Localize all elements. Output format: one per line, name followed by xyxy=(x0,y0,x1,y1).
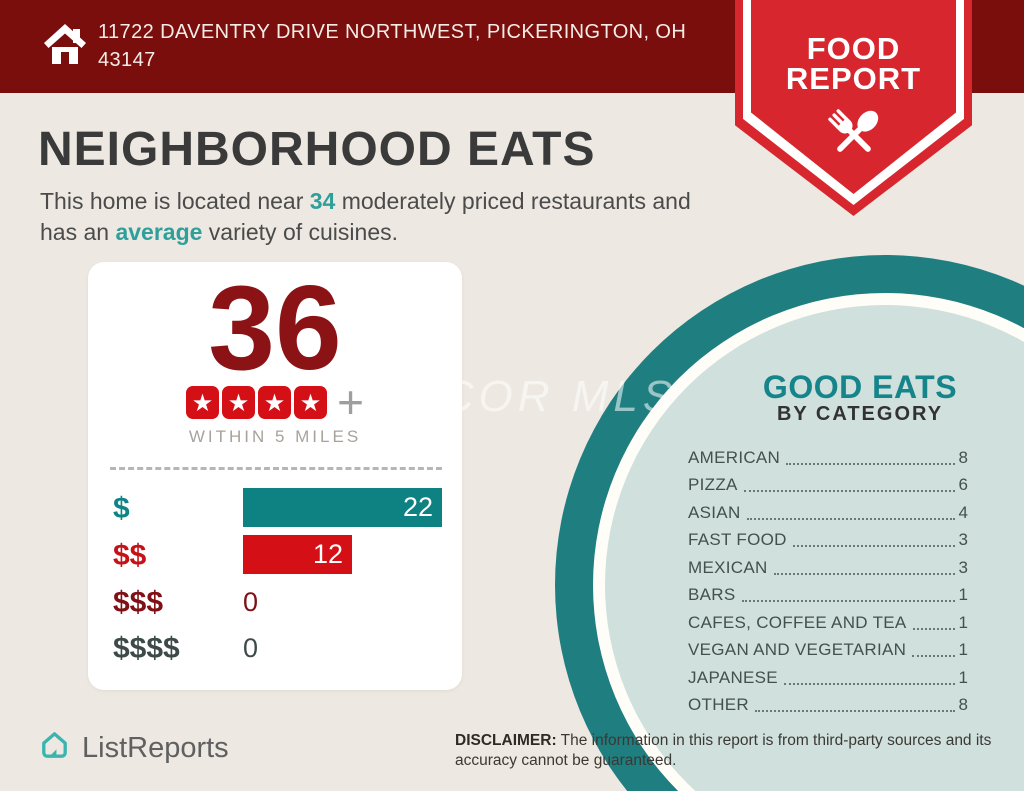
plus-icon: + xyxy=(337,376,364,428)
category-row: MEXICAN 3 xyxy=(688,550,968,578)
dot-leader xyxy=(786,462,955,465)
listreports-logo-icon xyxy=(36,727,73,769)
price-tier-label: $$ xyxy=(113,539,147,572)
category-label: BARS xyxy=(688,585,736,604)
category-count: 8 xyxy=(958,695,968,714)
disclaimer-line-2: accuracy cannot be guaranteed. xyxy=(455,752,677,769)
dot-leader xyxy=(792,545,955,547)
category-label: PIZZA xyxy=(688,475,738,494)
chart-row: $$$$ 0 xyxy=(113,628,446,670)
bar: 22 xyxy=(243,488,442,527)
food-report-badge: FOOD REPORT xyxy=(735,0,972,216)
dot-leader xyxy=(743,490,955,492)
category-row: BARS 1 xyxy=(688,578,968,606)
dot-leader xyxy=(912,627,955,630)
category-label: AMERICAN xyxy=(688,447,781,467)
subtitle-text: moderately priced restaurants and xyxy=(335,188,691,214)
page-subtitle: This home is located near 34 moderately … xyxy=(40,186,691,248)
restaurant-summary-card: 36 ★ ★ ★ ★ + WITHIN 5 MILES $22 $$ 12 $$$ 0 $$$$ 0 xyxy=(88,262,462,690)
good-eats-title: GOOD EATS xyxy=(762,369,958,405)
page-title: NEIGHBORHOOD EATS xyxy=(38,123,596,176)
category-label: JAPANESE xyxy=(688,667,778,687)
category-row: CAFES, COFFEE AND TEA 1 xyxy=(688,605,968,633)
price-tier-label: $ xyxy=(113,492,130,525)
category-label: VEGAN AND VEGETARIAN xyxy=(688,640,907,659)
category-row: AMERICAN 8 xyxy=(688,440,968,468)
brand-name: ListReports xyxy=(82,731,229,764)
spoon-fork-icon xyxy=(817,98,891,177)
category-label: OTHER xyxy=(688,695,749,714)
bar: 12 xyxy=(243,535,352,574)
restaurant-count: 36 xyxy=(208,261,342,395)
category-count: 1 xyxy=(958,667,968,687)
star-icon: ★ xyxy=(294,386,328,419)
category-row: ASIAN 4 xyxy=(688,495,968,523)
star-icon: ★ xyxy=(258,386,292,419)
address-line-1: 11722 DAVENTRY DRIVE NORTHWEST, PICKERIN… xyxy=(98,21,687,43)
chart-row: $$ 12 xyxy=(113,535,446,577)
dot-leader xyxy=(755,710,955,712)
category-count: 1 xyxy=(958,612,968,632)
home-icon xyxy=(40,19,90,74)
variety-rating-inline: average xyxy=(115,219,203,245)
chart-row: $22 xyxy=(113,488,446,530)
property-address: 11722 DAVENTRY DRIVE NORTHWEST, PICKERIN… xyxy=(98,18,728,74)
category-label: FAST FOOD xyxy=(688,530,787,549)
star-icon: ★ xyxy=(186,386,220,419)
subtitle-text: variety of cuisines. xyxy=(202,219,399,245)
category-row: OTHER 8 xyxy=(688,688,968,716)
dot-leader xyxy=(783,682,955,685)
dot-leader xyxy=(912,655,955,657)
bar-value-zero: 0 xyxy=(243,587,259,617)
category-count: 6 xyxy=(958,475,968,494)
good-eats-subtitle: BY CATEGORY xyxy=(776,403,944,425)
dot-leader xyxy=(741,600,955,602)
badge-title-line2: REPORT xyxy=(785,61,922,96)
disclaimer-label: DISCLAIMER: xyxy=(455,732,557,749)
radius-caption: WITHIN 5 MILES xyxy=(188,427,362,446)
category-row: VEGAN AND VEGETARIAN 1 xyxy=(688,633,968,661)
category-label: ASIAN xyxy=(688,502,741,522)
listreports-brand: ListReports xyxy=(36,727,229,769)
stars-row: ★ ★ ★ ★ + xyxy=(88,376,462,428)
chart-row: $$$ 0 xyxy=(113,582,446,624)
category-count: 3 xyxy=(958,557,968,577)
disclaimer-line-1: The information in this report is from t… xyxy=(560,732,992,749)
star-icon: ★ xyxy=(222,386,256,419)
subtitle-line-1: This home is located near 34 moderately … xyxy=(40,186,691,217)
category-count: 1 xyxy=(958,640,968,659)
category-row: PIZZA 6 xyxy=(688,468,968,496)
price-tier-label: $$$$ xyxy=(113,632,180,665)
subtitle-line-2: has an average variety of cuisines. xyxy=(40,217,691,248)
category-count: 4 xyxy=(958,502,968,522)
category-list: AMERICAN 8 PIZZA 6 ASIAN 4 FAST FOOD 3 MEXICAN 3 B… xyxy=(688,440,968,715)
category-row: JAPANESE 1 xyxy=(688,660,968,688)
category-count: 3 xyxy=(958,530,968,549)
category-label: CAFES, COFFEE AND TEA xyxy=(688,612,907,632)
restaurant-count-inline: 34 xyxy=(309,188,336,214)
dot-leader xyxy=(773,572,955,575)
category-count: 8 xyxy=(958,447,968,467)
subtitle-text: This home is located near xyxy=(40,188,310,214)
subtitle-text: has an xyxy=(40,219,116,245)
category-count: 1 xyxy=(958,585,968,604)
address-line-2: 43147 xyxy=(98,49,156,71)
category-row: FAST FOOD 3 xyxy=(688,523,968,551)
dashed-divider xyxy=(110,467,442,470)
bar-value-zero: 0 xyxy=(243,633,259,663)
price-tier-label: $$$ xyxy=(113,586,164,619)
dot-leader xyxy=(746,517,955,520)
category-label: MEXICAN xyxy=(688,557,768,577)
badge-title-line1: FOOD xyxy=(806,31,901,66)
disclaimer: DISCLAIMER: The information in this repo… xyxy=(455,731,1024,771)
